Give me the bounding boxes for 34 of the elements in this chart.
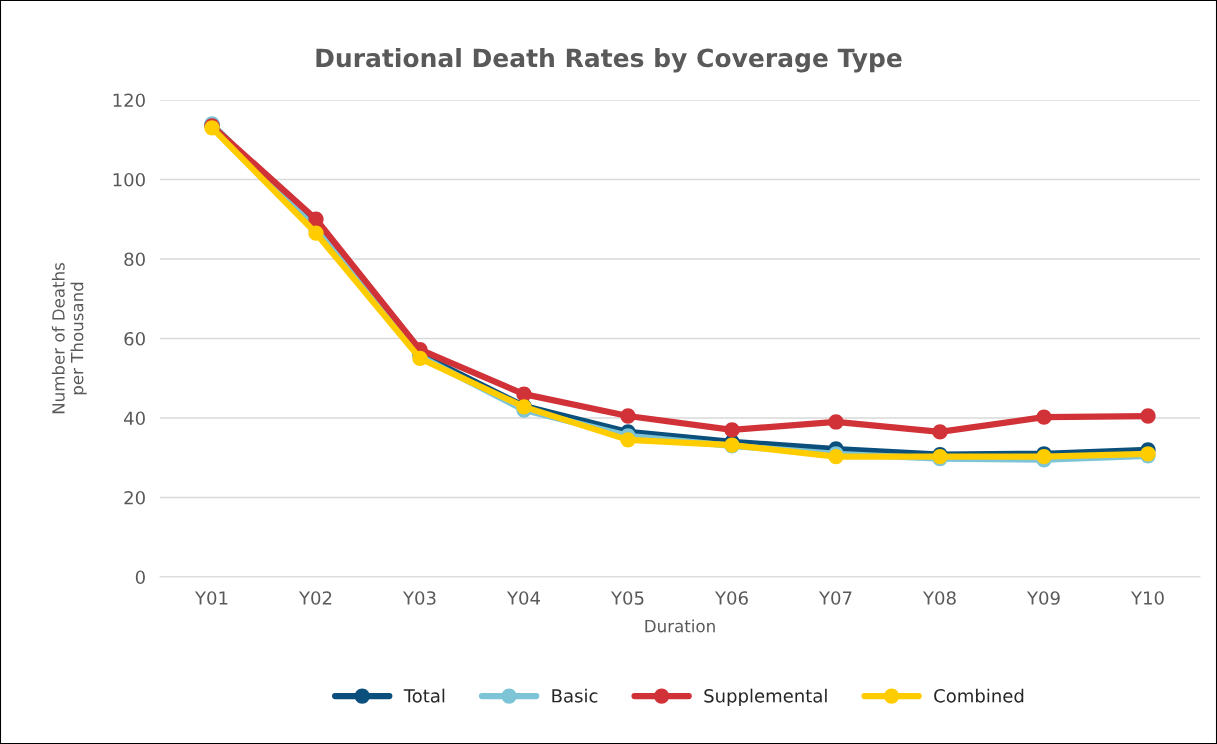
point <box>724 422 740 438</box>
point <box>620 408 636 424</box>
x-tick-label: Y02 <box>298 591 332 605</box>
x-tick-label: Y09 <box>1026 591 1060 605</box>
chart-title: Durational Death Rates by Coverage Type <box>316 48 902 73</box>
x-axis-title: Duration <box>645 619 715 633</box>
legend-label: Combined <box>934 688 1024 703</box>
x-tick-label: Y04 <box>506 591 540 605</box>
y-tick-label: 120 <box>113 93 145 108</box>
x-tick-label: Y03 <box>402 591 436 605</box>
x-tick-label: Y01 <box>194 591 228 605</box>
x-tick-label: Y07 <box>818 591 852 605</box>
point <box>932 424 948 440</box>
legend-label: Supplemental <box>704 688 827 707</box>
x-tick-label: Y06 <box>714 591 748 605</box>
point <box>1140 408 1156 424</box>
x-tick-label: Y10 <box>1130 591 1164 605</box>
y-tick-label: 100 <box>113 172 145 187</box>
legend-label: Basic <box>552 688 598 703</box>
x-tick-label: Y05 <box>610 591 644 605</box>
y-tick-label: 80 <box>124 252 145 267</box>
point <box>828 414 844 430</box>
point <box>516 386 532 402</box>
x-tick-label: Y08 <box>922 591 956 605</box>
point <box>620 432 636 448</box>
point <box>1036 409 1052 425</box>
legend-label: Total <box>403 688 445 703</box>
y-tick-label: 20 <box>124 490 145 505</box>
y-tick-label: 60 <box>124 331 145 346</box>
point <box>308 225 324 241</box>
y-tick-label: 40 <box>124 411 145 426</box>
y-tick-label: 0 <box>135 570 145 585</box>
y-axis-title: Number of Deaths per Thousand <box>51 262 87 414</box>
point <box>308 211 324 227</box>
